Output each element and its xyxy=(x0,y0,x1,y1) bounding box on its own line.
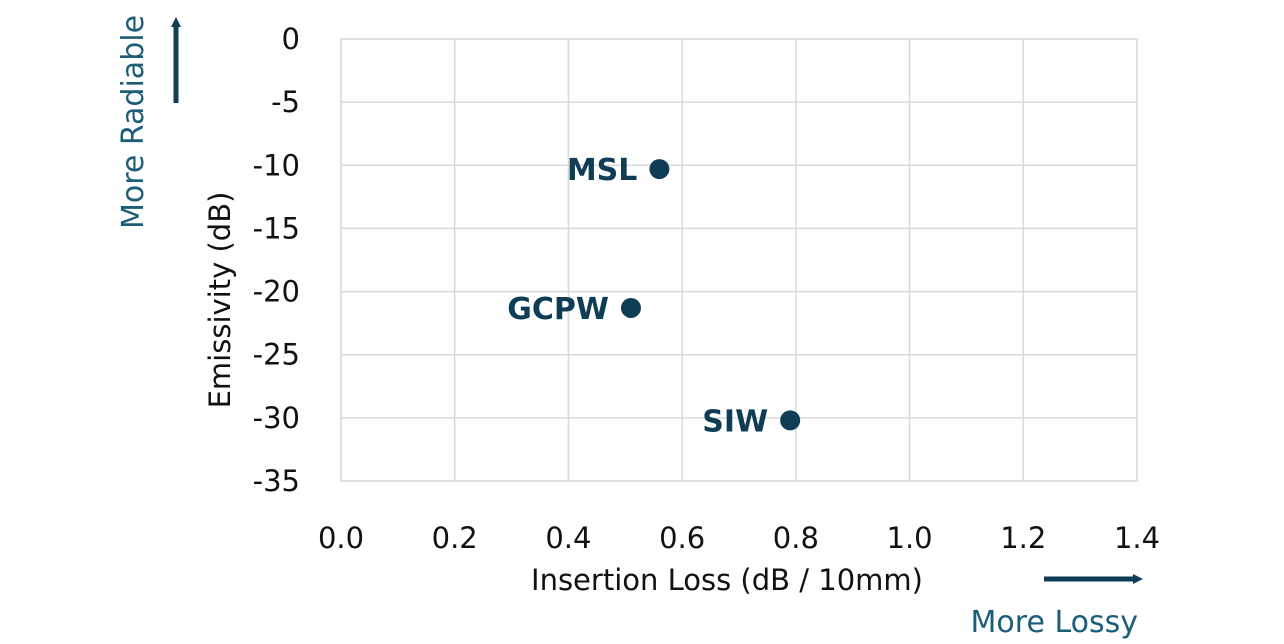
data-point-label: SIW xyxy=(702,404,768,439)
x-tick-label: 1.0 xyxy=(887,521,933,555)
x-tick-label: 0.2 xyxy=(432,521,478,555)
y-tick-label: -20 xyxy=(253,275,300,309)
data-point-siw xyxy=(780,410,801,431)
data-point-label: MSL xyxy=(567,153,638,188)
y-axis-title: Emissivity (dB) xyxy=(203,192,237,409)
y-tick-label: 0 xyxy=(282,22,300,56)
y-tick-label: -5 xyxy=(271,85,300,119)
y-tick-label: -30 xyxy=(253,401,300,435)
y-axis-ticks: 0 -5 -10 -15 -20 -25 -30 -35 xyxy=(253,22,300,498)
plot-area xyxy=(340,38,1138,482)
y-direction-annotation: More Radiable xyxy=(116,15,151,229)
x-tick-label: 1.4 xyxy=(1114,521,1160,555)
grid-lines xyxy=(341,39,1137,481)
data-point-gcpw xyxy=(620,297,641,318)
x-axis-title: Insertion Loss (dB / 10mm) xyxy=(531,563,923,597)
x-tick-label: 0.8 xyxy=(773,521,819,555)
y-tick-label: -10 xyxy=(253,148,300,182)
data-point-label: GCPW xyxy=(507,292,609,327)
y-tick-label: -15 xyxy=(253,211,300,245)
x-tick-label: 0.0 xyxy=(318,521,364,555)
x-tick-label: 1.2 xyxy=(1000,521,1046,555)
x-direction-annotation: More Lossy xyxy=(971,605,1138,640)
x-tick-label: 0.6 xyxy=(659,521,705,555)
x-axis-ticks: 0.0 0.2 0.4 0.6 0.8 1.0 1.2 1.4 xyxy=(318,521,1160,555)
data-points: MSL GCPW SIW xyxy=(507,153,801,439)
data-point-msl xyxy=(649,159,670,180)
y-tick-label: -25 xyxy=(253,338,300,372)
y-tick-label: -35 xyxy=(253,464,300,498)
x-tick-label: 0.4 xyxy=(545,521,591,555)
